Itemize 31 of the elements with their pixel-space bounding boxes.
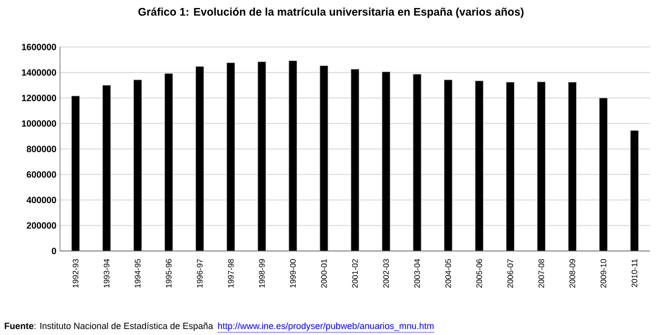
x-tick-label: 2000-01 bbox=[321, 259, 327, 288]
x-tick-label: 2006-07 bbox=[507, 259, 514, 288]
y-tick-label: 0 bbox=[52, 248, 56, 254]
x-tick-label: 2002-03 bbox=[383, 259, 389, 288]
x-tick-label: 1996-97 bbox=[196, 259, 203, 288]
x-tick-label: 1993-94 bbox=[104, 259, 110, 288]
text: Fuente: Instituto Nacional de Estadística de España bbox=[4, 322, 214, 331]
x-tick-label: 2005-06 bbox=[476, 259, 482, 288]
x-tick-label: 1995-96 bbox=[166, 259, 172, 288]
y-tick-label: 400000 bbox=[26, 196, 56, 204]
x-tick-label: 1992-93 bbox=[72, 259, 78, 288]
x-tick-label: 2003-04 bbox=[414, 259, 420, 288]
y-tick-label: 800000 bbox=[26, 146, 56, 152]
y-tick-label: 1400000 bbox=[22, 69, 56, 76]
x-tick-label: 2008-09 bbox=[570, 259, 576, 288]
x-tick-label: 2004-05 bbox=[445, 259, 451, 288]
x-tick-label: 1997-98 bbox=[228, 259, 234, 288]
x-tick-label: 1999-00 bbox=[290, 259, 296, 288]
y-tick-label: 1600000 bbox=[22, 44, 56, 50]
y-tick-label: 1200000 bbox=[22, 94, 56, 102]
chart-title: Gráfico 1: Evolución de la matrícula universitaria en España (varios años) bbox=[138, 8, 524, 18]
x-tick-label: 1998-99 bbox=[259, 259, 265, 288]
x-tick-label: 2010-11 bbox=[632, 259, 638, 288]
text: http://www.ine.es/prodyser/pubweb/anuarios_mnu.htm bbox=[218, 322, 434, 331]
y-tick-label: 600000 bbox=[26, 171, 56, 178]
x-tick-label: 1994-95 bbox=[134, 259, 140, 288]
y-tick-label: 1000000 bbox=[22, 120, 56, 127]
x-tick-label: 2001-02 bbox=[352, 259, 358, 288]
x-tick-label: 2009-10 bbox=[600, 259, 606, 288]
x-tick-label: 2007-08 bbox=[538, 259, 544, 288]
y-tick-label: 200000 bbox=[26, 222, 56, 229]
